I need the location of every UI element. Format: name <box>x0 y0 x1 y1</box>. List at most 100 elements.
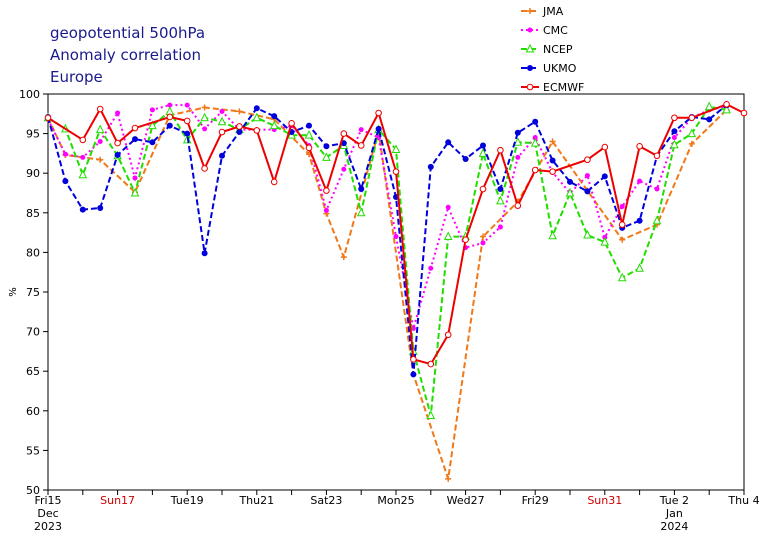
series-cmc <box>45 102 730 331</box>
data-point <box>200 112 209 122</box>
y-axis-label: % <box>8 287 19 297</box>
series-ecmwf <box>44 100 748 368</box>
series-line-ukmo <box>47 104 728 375</box>
data-point <box>132 136 138 143</box>
data-point <box>410 371 417 378</box>
data-point <box>323 143 330 150</box>
data-point <box>304 130 314 139</box>
data-point <box>687 128 697 138</box>
data-point <box>478 148 488 157</box>
title-line-1: geopotential 500hPa <box>50 24 205 42</box>
data-point <box>531 166 539 174</box>
data-point <box>462 236 469 244</box>
data-point <box>166 122 173 129</box>
data-point <box>688 114 696 122</box>
data-point <box>375 125 382 132</box>
data-point <box>548 230 557 240</box>
data-point <box>97 156 104 163</box>
data-point <box>341 166 347 172</box>
data-point <box>393 234 399 240</box>
legend-marker <box>527 27 533 33</box>
data-point <box>496 195 505 205</box>
data-point <box>652 215 662 225</box>
data-point <box>514 129 521 136</box>
data-point <box>497 186 504 193</box>
data-point <box>480 142 486 149</box>
data-point <box>532 118 539 125</box>
x-tick-label: Mon25 <box>377 494 414 507</box>
data-point <box>340 130 348 137</box>
data-point <box>201 165 208 172</box>
data-point <box>356 207 366 217</box>
y-tick-label: 80 <box>26 246 40 259</box>
data-point <box>549 168 556 175</box>
data-point <box>635 263 644 272</box>
data-point <box>149 107 155 113</box>
y-tick-label: 60 <box>26 405 40 418</box>
data-point <box>270 178 278 186</box>
x-tick-label: Tue 2 <box>659 494 689 507</box>
legend-item-ukmo: UKMO <box>521 62 577 75</box>
x-tick-label: 2024 <box>660 520 688 533</box>
data-point <box>549 157 556 164</box>
x-tick-label: Thu 4 <box>727 494 759 507</box>
x-tick-label: Sun17 <box>100 494 135 507</box>
data-point <box>445 139 452 146</box>
data-point <box>340 254 347 261</box>
data-point <box>671 114 678 122</box>
data-point <box>584 173 590 179</box>
x-tick-label: Jan <box>665 507 683 520</box>
x-tick-label: Wed27 <box>447 494 485 507</box>
data-point <box>269 120 279 130</box>
data-point <box>288 120 295 127</box>
legend-label: CMC <box>543 24 568 37</box>
data-point <box>513 137 523 146</box>
legend-marker <box>527 65 533 71</box>
x-tick-label: Sat23 <box>310 494 342 507</box>
data-point <box>584 188 591 195</box>
title-line-2: Anomaly correlation <box>50 46 201 64</box>
x-tick-label: Dec <box>37 507 58 520</box>
data-point <box>271 113 278 120</box>
data-point <box>530 137 540 147</box>
data-point <box>497 146 504 154</box>
data-point <box>671 135 677 141</box>
data-point <box>114 139 121 147</box>
data-point <box>183 117 191 125</box>
data-point <box>515 154 521 160</box>
data-point <box>636 142 643 150</box>
data-point <box>202 126 208 132</box>
data-point <box>601 173 608 180</box>
data-point <box>236 123 243 130</box>
data-point <box>323 187 330 194</box>
data-point <box>740 109 748 117</box>
y-tick-label: 90 <box>26 167 40 180</box>
data-point <box>357 142 365 149</box>
data-point <box>688 140 695 147</box>
data-point <box>131 124 139 132</box>
data-point <box>78 169 88 179</box>
legend-label: UKMO <box>543 62 577 75</box>
data-point <box>115 110 121 116</box>
legend-marker <box>526 83 534 91</box>
data-point <box>114 151 121 158</box>
chart-title: geopotential 500hPa Anomaly correlation Eu… <box>50 24 205 86</box>
data-point <box>97 139 103 145</box>
data-point <box>201 104 208 111</box>
data-point <box>671 128 678 135</box>
data-point <box>184 130 191 137</box>
data-point <box>637 178 643 184</box>
data-point <box>95 124 105 134</box>
data-point <box>426 410 436 420</box>
y-tick-label: 50 <box>26 484 40 497</box>
data-point <box>565 187 575 197</box>
data-point <box>130 187 140 197</box>
data-point <box>722 104 731 114</box>
data-point <box>184 102 190 108</box>
data-point <box>236 129 243 136</box>
data-point <box>219 108 225 114</box>
data-point <box>253 105 260 112</box>
data-point <box>619 236 626 243</box>
data-point <box>410 356 417 363</box>
